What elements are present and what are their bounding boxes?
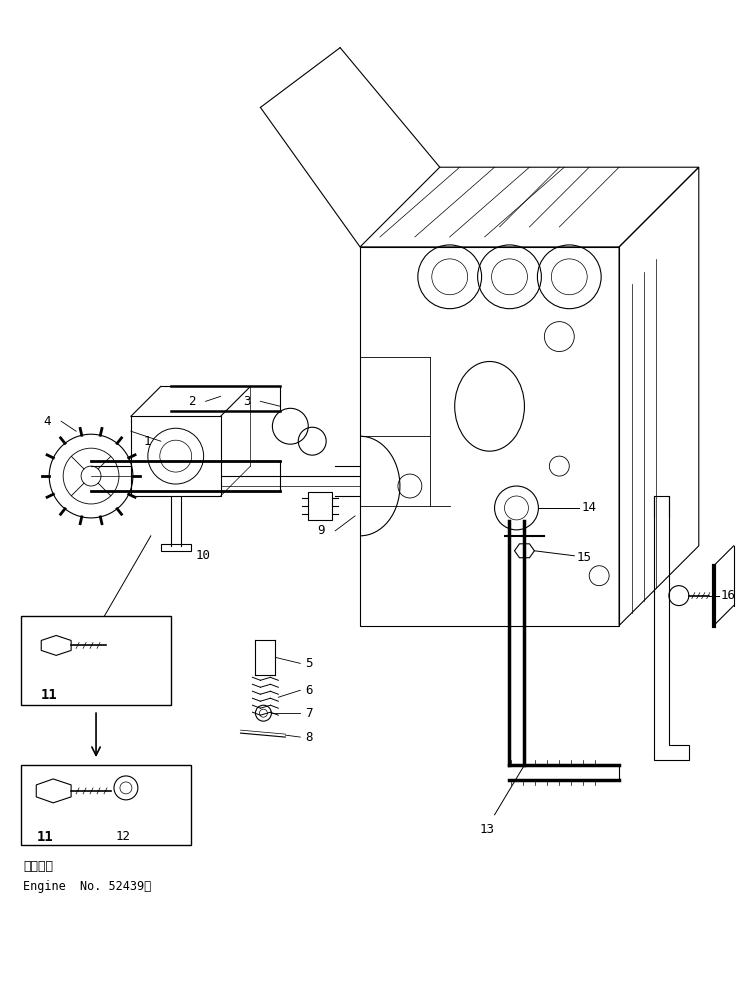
Text: Engine  No. 52439～: Engine No. 52439～ [23, 880, 152, 892]
Polygon shape [160, 544, 190, 551]
Text: 10: 10 [196, 549, 211, 562]
Text: 15: 15 [576, 551, 591, 564]
Text: 12: 12 [116, 830, 131, 843]
Text: 適用号機: 適用号機 [23, 860, 53, 873]
Text: 11: 11 [36, 830, 53, 844]
Bar [21, 765, 190, 845]
Text: 1: 1 [143, 435, 151, 448]
Text: 3: 3 [243, 394, 250, 408]
Text: 6: 6 [305, 683, 313, 697]
Text: 11: 11 [41, 688, 58, 702]
Text: 2: 2 [188, 394, 196, 408]
Text: 14: 14 [581, 502, 596, 515]
Bar [21, 615, 171, 705]
Text: 16: 16 [721, 589, 736, 602]
Text: 7: 7 [305, 707, 313, 720]
Text: 9: 9 [318, 525, 326, 537]
Text: 8: 8 [305, 731, 313, 743]
Text: 5: 5 [305, 657, 313, 669]
Text: 13: 13 [479, 823, 494, 836]
Text: 4: 4 [44, 415, 51, 428]
